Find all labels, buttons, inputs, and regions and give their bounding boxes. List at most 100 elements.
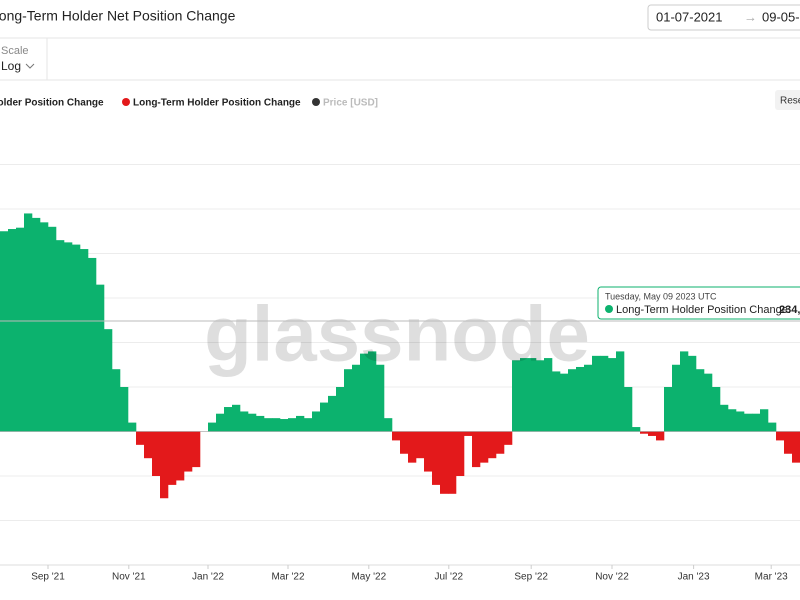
bar: [144, 431, 153, 459]
bar: [504, 431, 513, 445]
x-tick-label: Jul '22: [435, 572, 464, 583]
bar: [560, 373, 569, 432]
legend-swatch: [122, 98, 130, 106]
legend-label: Long-Term Holder Position Change: [133, 98, 301, 109]
bar: [456, 431, 465, 476]
bar: [368, 351, 377, 432]
bar: [104, 329, 113, 432]
page-title: Long-Term Holder Net Position Change: [0, 8, 236, 24]
bar: [24, 213, 33, 432]
bar: [288, 418, 297, 432]
bar: [784, 431, 793, 454]
bar: [424, 431, 433, 472]
bar: [552, 371, 561, 432]
bar: [520, 358, 529, 432]
plot: Sep '21 Nov '21 Jan '22 Mar '22 May '22 Jul '…: [0, 164, 800, 583]
bar: [56, 240, 65, 432]
bar: [0, 231, 9, 432]
bar: [616, 351, 625, 432]
bar: [360, 353, 369, 432]
legend-label: Price [USD]: [323, 98, 378, 109]
bar: [192, 431, 201, 468]
reset-button[interactable]: [775, 90, 800, 110]
bar: [248, 413, 257, 432]
reset-label[interactable]: Rese: [780, 96, 800, 107]
bar: [680, 351, 689, 432]
bar: [432, 431, 441, 485]
x-tick-label: Mar '22: [271, 572, 304, 583]
bar: [152, 431, 161, 476]
bar: [80, 249, 89, 432]
bar: [304, 418, 313, 432]
bar: [720, 404, 729, 432]
bar: [464, 431, 473, 436]
bar: [96, 284, 105, 432]
scale-label: Scale: [1, 45, 29, 57]
bar: [296, 415, 305, 432]
bar: [280, 419, 289, 432]
bar: [88, 257, 97, 432]
bar: [752, 413, 761, 432]
bar: [608, 358, 617, 432]
bar: [440, 431, 449, 494]
bar: [264, 418, 273, 432]
tooltip-label: Long-Term Holder Position Change:: [616, 304, 791, 316]
x-tick-label: Jan '22: [192, 572, 224, 583]
bar: [168, 431, 177, 485]
tooltip-value: 234,: [779, 304, 800, 316]
bar: [384, 418, 393, 432]
legend-label: Long-Term Holder Position Change: [0, 98, 104, 109]
bar: [328, 395, 337, 432]
date-arrow: →: [744, 9, 757, 24]
bar: [120, 387, 129, 432]
bar: [32, 217, 41, 432]
bar: [240, 411, 249, 432]
scale-select[interactable]: Log: [1, 59, 21, 73]
bar: [776, 431, 785, 441]
bar: [728, 409, 737, 432]
bar: [656, 431, 665, 441]
x-tick-label: Sep '22: [514, 572, 548, 583]
bar: [488, 431, 497, 459]
bar: [208, 422, 217, 432]
date-range[interactable]: [647, 4, 800, 31]
bar: [128, 422, 137, 432]
x-tick-label: Nov '22: [595, 572, 629, 583]
bar: [400, 431, 409, 454]
bar: [320, 402, 329, 432]
bar: [48, 226, 57, 432]
bar: [176, 431, 185, 481]
bar: [704, 373, 713, 432]
bar: [512, 360, 521, 432]
bar: [72, 244, 81, 432]
bar: [792, 431, 800, 463]
bar: [664, 387, 673, 432]
bar: [336, 387, 345, 432]
bar: [624, 387, 633, 432]
bar: [768, 422, 777, 432]
bar: [760, 409, 769, 432]
bar: [536, 360, 545, 432]
bar: [544, 358, 553, 432]
bar: [480, 431, 489, 463]
bar: [672, 364, 681, 432]
watermark: glassnode: [204, 290, 590, 378]
bar: [112, 369, 121, 432]
dropdown-caret: [25, 63, 35, 69]
bar: [496, 431, 505, 454]
x-tick-label: Jan '23: [678, 572, 710, 583]
date-to[interactable]: 09-05-2023: [762, 9, 800, 24]
x-tick-label: Nov '21: [112, 572, 146, 583]
date-from[interactable]: 01-07-2021: [656, 9, 723, 24]
bar: [64, 242, 73, 432]
bar: [568, 369, 577, 432]
bar: [688, 355, 697, 432]
legend: Long-Term Holder Position Change Long-Ter…: [0, 98, 378, 109]
x-tick-label: Sep '21: [31, 572, 65, 583]
bar: [312, 411, 321, 432]
bar: [16, 227, 25, 432]
bar: [648, 431, 657, 436]
bar: [528, 358, 537, 432]
bar: [416, 431, 425, 459]
